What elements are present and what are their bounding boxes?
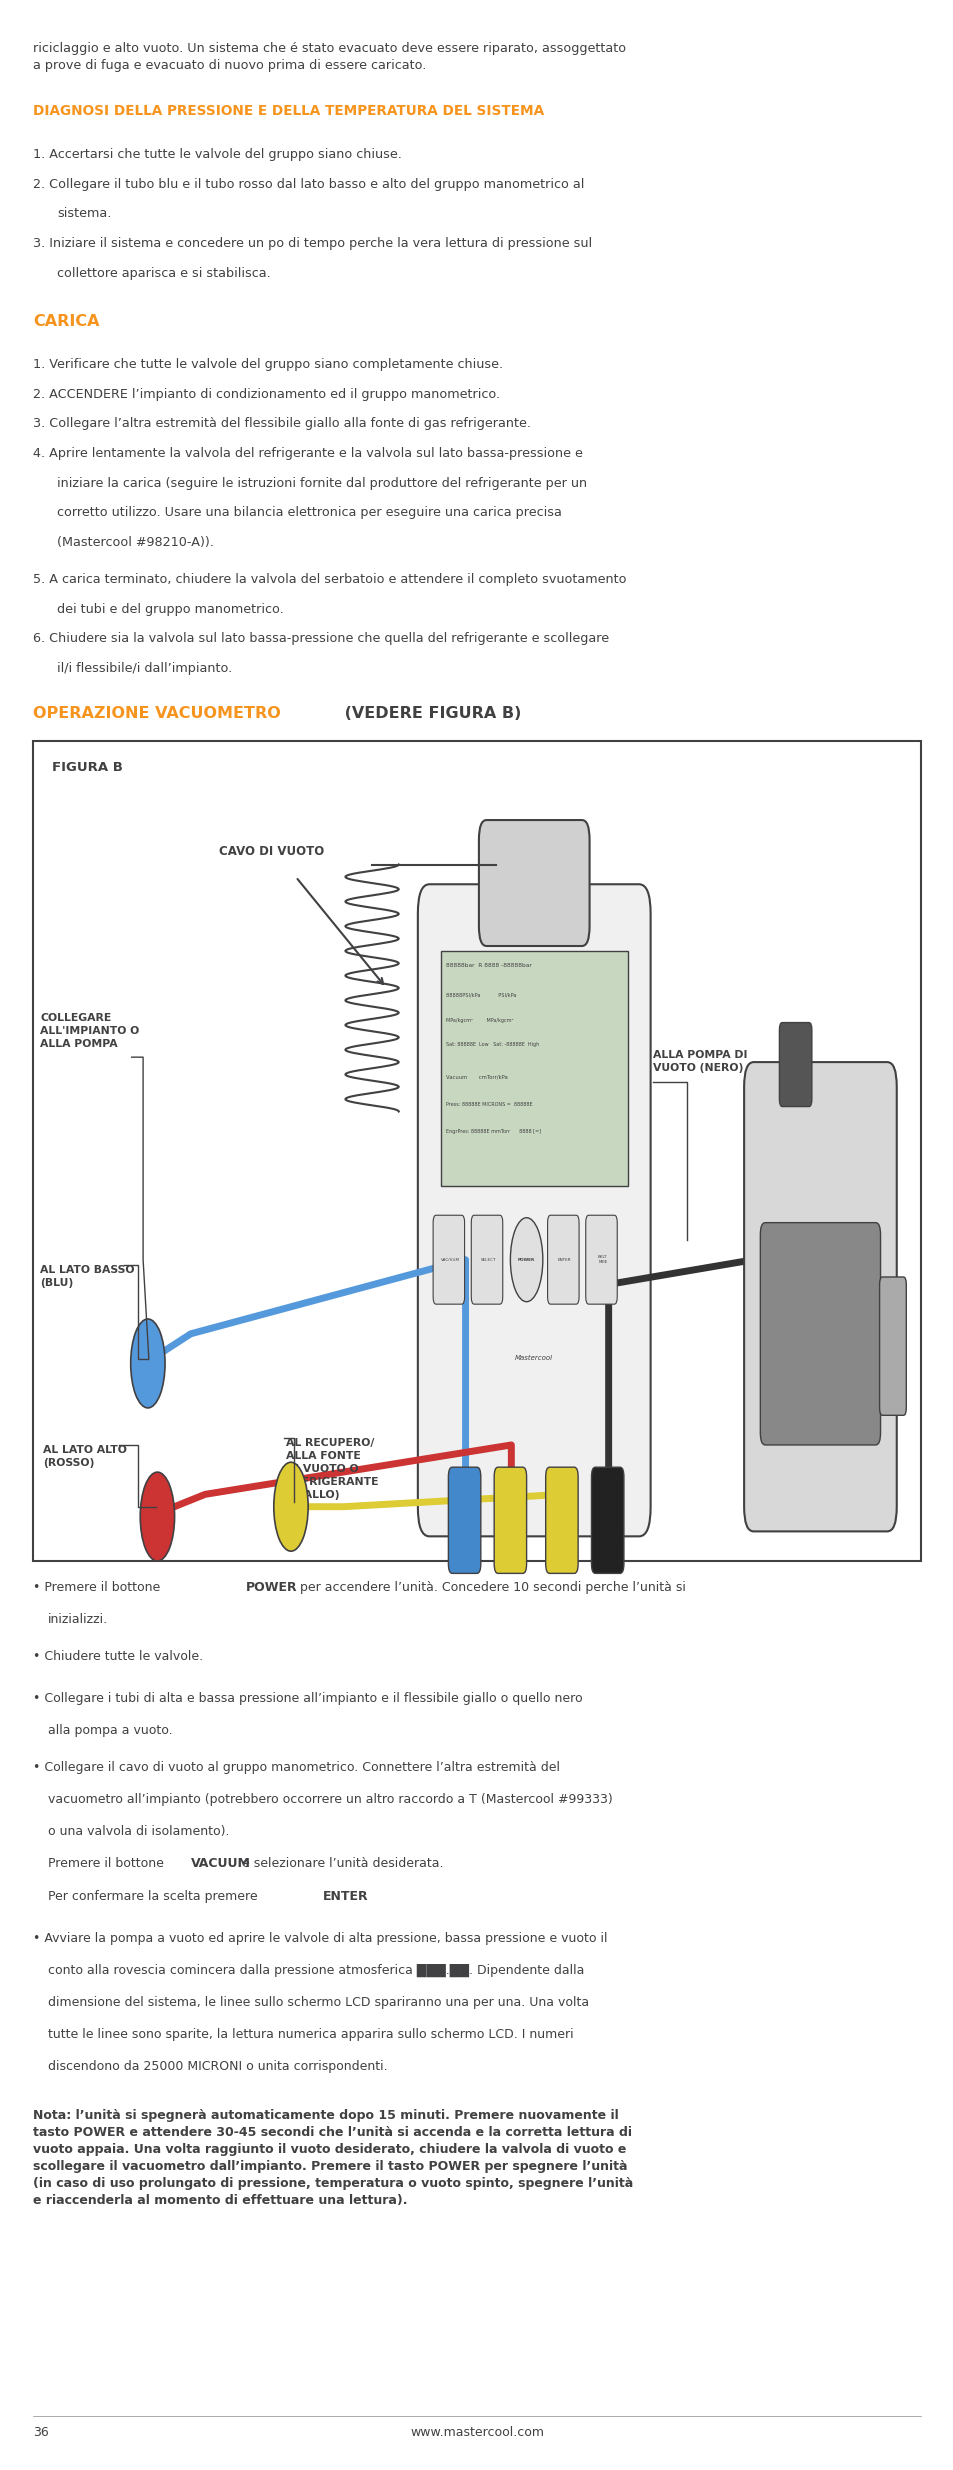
Text: • Premere il bottone: • Premere il bottone: [33, 1581, 165, 1593]
Text: CARICA: CARICA: [33, 314, 100, 329]
Text: MPa/kgcm²         MPa/kgcm²: MPa/kgcm² MPa/kgcm²: [445, 1018, 513, 1023]
Text: collettore aparisca e si stabilisca.: collettore aparisca e si stabilisca.: [57, 267, 271, 279]
Text: e selezionare l’unità desiderata.: e selezionare l’unità desiderata.: [237, 1857, 442, 1870]
Text: ENTER: ENTER: [322, 1890, 368, 1902]
Text: 88888PSI/kPa           PSI/kPa: 88888PSI/kPa PSI/kPa: [445, 993, 516, 998]
Text: www.mastercool.com: www.mastercool.com: [410, 2426, 543, 2438]
Text: conto alla rovescia comincera dalla pressione atmosferica ███.██. Dipendente dal: conto alla rovescia comincera dalla pres…: [48, 1964, 583, 1976]
FancyBboxPatch shape: [585, 1215, 617, 1304]
Text: 1. Accertarsi che tutte le valvole del gruppo siano chiuse.: 1. Accertarsi che tutte le valvole del g…: [33, 148, 402, 161]
Text: 3. Iniziare il sistema e concedere un po di tempo perche la vera lettura di pres: 3. Iniziare il sistema e concedere un po…: [33, 237, 592, 249]
Text: 2. Collegare il tubo blu e il tubo rosso dal lato basso e alto del gruppo manome: 2. Collegare il tubo blu e il tubo rosso…: [33, 178, 584, 190]
Text: sistema.: sistema.: [57, 207, 112, 220]
Circle shape: [510, 1218, 542, 1302]
FancyBboxPatch shape: [433, 1215, 464, 1304]
FancyBboxPatch shape: [440, 951, 627, 1186]
Text: POWER: POWER: [246, 1581, 297, 1593]
Text: OPERAZIONE VACUOMETRO: OPERAZIONE VACUOMETRO: [33, 706, 281, 721]
FancyBboxPatch shape: [547, 1215, 578, 1304]
FancyBboxPatch shape: [478, 820, 589, 946]
Text: CAVO DI VUOTO: CAVO DI VUOTO: [219, 845, 324, 857]
Text: (VEDERE FIGURA B): (VEDERE FIGURA B): [338, 706, 520, 721]
Text: ENTER: ENTER: [558, 1257, 571, 1262]
Text: tutte le linee sono sparite, la lettura numerica apparira sullo schermo LCD. I n: tutte le linee sono sparite, la lettura …: [48, 2028, 573, 2040]
Text: dimensione del sistema, le linee sullo schermo LCD spariranno una per una. Una v: dimensione del sistema, le linee sullo s…: [48, 1996, 588, 2008]
Text: 6. Chiudere sia la valvola sul lato bassa-pressione che quella del refrigerante : 6. Chiudere sia la valvola sul lato bass…: [33, 632, 609, 645]
FancyBboxPatch shape: [760, 1223, 880, 1445]
Text: il/i flessibile/i dall’impianto.: il/i flessibile/i dall’impianto.: [57, 662, 233, 674]
Text: 4. Aprire lentamente la valvola del refrigerante e la valvola sul lato bassa-pre: 4. Aprire lentamente la valvola del refr…: [33, 447, 582, 459]
Text: inizializzi.: inizializzi.: [48, 1613, 108, 1625]
Text: FIGURA B: FIGURA B: [52, 761, 123, 773]
Text: 5. A carica terminato, chiudere la valvola del serbatoio e attendere il completo: 5. A carica terminato, chiudere la valvo…: [33, 573, 626, 585]
Text: VACUUM: VACUUM: [191, 1857, 251, 1870]
FancyBboxPatch shape: [591, 1467, 623, 1573]
Circle shape: [140, 1472, 174, 1561]
FancyBboxPatch shape: [33, 741, 920, 1561]
Text: riciclaggio e alto vuoto. Un sistema che é stato evacuato deve essere riparato, : riciclaggio e alto vuoto. Un sistema che…: [33, 42, 626, 72]
Text: BKLT
MDE: BKLT MDE: [598, 1255, 607, 1265]
Text: VAC/VUM: VAC/VUM: [440, 1257, 459, 1262]
Text: Sat: 88888E  Low   Sat: -88888E  High: Sat: 88888E Low Sat: -88888E High: [445, 1042, 538, 1047]
FancyBboxPatch shape: [417, 884, 650, 1536]
Text: COLLEGARE
ALL'IMPIANTO O
ALLA POMPA: COLLEGARE ALL'IMPIANTO O ALLA POMPA: [40, 1013, 139, 1050]
Text: 88888bar  R 8888 -88888bar: 88888bar R 8888 -88888bar: [445, 963, 531, 968]
Text: per accendere l’unità. Concedere 10 secondi perche l’unità si: per accendere l’unità. Concedere 10 seco…: [295, 1581, 685, 1593]
Text: (Mastercool #98210-A)).: (Mastercool #98210-A)).: [57, 536, 213, 548]
Text: vacuometro all’impianto (potrebbero occorrere un altro raccordo a T (Mastercool : vacuometro all’impianto (potrebbero occo…: [48, 1793, 612, 1806]
FancyBboxPatch shape: [879, 1277, 905, 1415]
Circle shape: [274, 1462, 308, 1551]
Text: 2. ACCENDERE l’impianto di condizionamento ed il gruppo manometrico.: 2. ACCENDERE l’impianto di condizionamen…: [33, 388, 500, 400]
FancyBboxPatch shape: [743, 1062, 896, 1531]
Text: corretto utilizzo. Usare una bilancia elettronica per eseguire una carica precis: corretto utilizzo. Usare una bilancia el…: [57, 506, 561, 519]
Text: discendono da 25000 MICRONI o unita corrispondenti.: discendono da 25000 MICRONI o unita corr…: [48, 2060, 387, 2072]
Text: ALLA POMPA DI
VUOTO (NERO): ALLA POMPA DI VUOTO (NERO): [653, 1050, 747, 1072]
FancyBboxPatch shape: [471, 1215, 502, 1304]
Text: • Collegare i tubi di alta e bassa pressione all’impianto e il flessibile giallo: • Collegare i tubi di alta e bassa press…: [33, 1692, 582, 1704]
Text: AL LATO BASSO
(BLU): AL LATO BASSO (BLU): [40, 1265, 134, 1287]
Text: Nota: l’unità si spegnerà automaticamente dopo 15 minuti. Premere nuovamente il
: Nota: l’unità si spegnerà automaticament…: [33, 2109, 633, 2208]
Text: • Collegare il cavo di vuoto al gruppo manometrico. Connettere l’altra estremità: • Collegare il cavo di vuoto al gruppo m…: [33, 1761, 559, 1773]
Text: 3. Collegare l’altra estremità del flessibile giallo alla fonte di gas refrigera: 3. Collegare l’altra estremità del fless…: [33, 417, 531, 430]
Text: dei tubi e del gruppo manometrico.: dei tubi e del gruppo manometrico.: [57, 603, 284, 615]
Text: Mastercool: Mastercool: [515, 1356, 553, 1361]
FancyBboxPatch shape: [779, 1023, 811, 1107]
Text: Press: 88888E MICRONS =  88888E: Press: 88888E MICRONS = 88888E: [445, 1102, 532, 1107]
FancyBboxPatch shape: [448, 1467, 480, 1573]
Text: SELECT: SELECT: [480, 1257, 496, 1262]
Text: • Avviare la pompa a vuoto ed aprire le valvole di alta pressione, bassa pressio: • Avviare la pompa a vuoto ed aprire le …: [33, 1932, 607, 1944]
FancyBboxPatch shape: [494, 1467, 526, 1573]
Text: 1. Verificare che tutte le valvole del gruppo siano completamente chiuse.: 1. Verificare che tutte le valvole del g…: [33, 358, 503, 370]
Text: Premere il bottone: Premere il bottone: [48, 1857, 168, 1870]
Text: Per confermare la scelta premere: Per confermare la scelta premere: [48, 1890, 261, 1902]
Text: DIAGNOSI DELLA PRESSIONE E DELLA TEMPERATURA DEL SISTEMA: DIAGNOSI DELLA PRESSIONE E DELLA TEMPERA…: [33, 104, 544, 119]
Text: AL LATO ALTO
(ROSSO): AL LATO ALTO (ROSSO): [43, 1445, 127, 1467]
Text: Vacuum       cmTorr/kPa: Vacuum cmTorr/kPa: [445, 1074, 507, 1079]
Text: 36: 36: [33, 2426, 50, 2438]
Circle shape: [131, 1319, 165, 1408]
Text: iniziare la carica (seguire le istruzioni fornite dal produttore del refrigerant: iniziare la carica (seguire le istruzion…: [57, 477, 587, 489]
Text: .: .: [363, 1890, 367, 1902]
Text: alla pompa a vuoto.: alla pompa a vuoto.: [48, 1724, 172, 1736]
Text: AL RECUPERO/
ALLA FONTE
DI VUOTO O
REFRIGERANTE
(GIALLO): AL RECUPERO/ ALLA FONTE DI VUOTO O REFRI…: [286, 1438, 378, 1499]
Text: EngrPres: 88888E mmTorr      8888 [=]: EngrPres: 88888E mmTorr 8888 [=]: [445, 1129, 540, 1134]
FancyBboxPatch shape: [545, 1467, 578, 1573]
Text: POWER: POWER: [517, 1257, 535, 1262]
Text: o una valvola di isolamento).: o una valvola di isolamento).: [48, 1825, 229, 1838]
Text: • Chiudere tutte le valvole.: • Chiudere tutte le valvole.: [33, 1650, 203, 1662]
